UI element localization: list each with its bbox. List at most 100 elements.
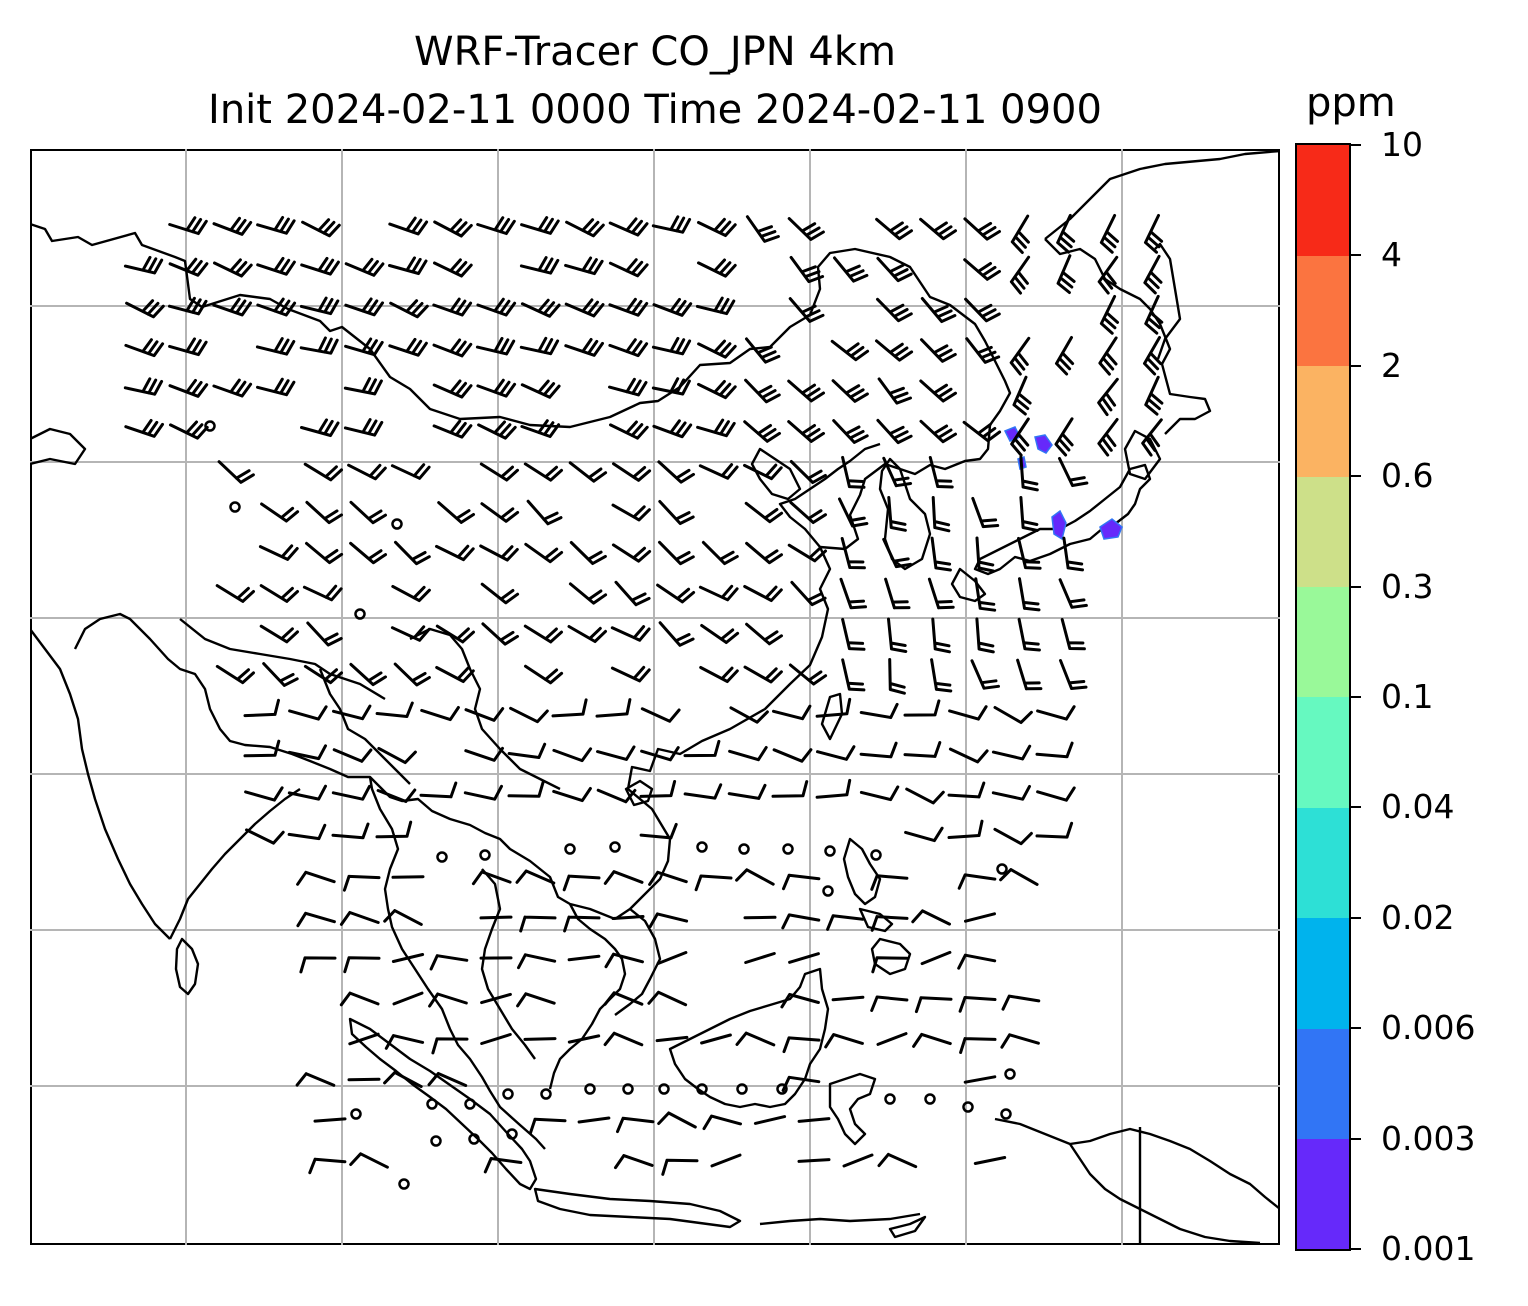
wind-barb bbox=[477, 420, 517, 440]
wind-barb bbox=[958, 996, 997, 1013]
wind-barb bbox=[124, 419, 164, 438]
wind-barb bbox=[125, 299, 165, 319]
wind-barb bbox=[217, 460, 255, 484]
plot-title-line2: Init 2024-02-11 0000 Time 2024-02-11 090… bbox=[208, 87, 1102, 133]
wind-barb bbox=[745, 215, 780, 243]
wind-barb bbox=[479, 544, 519, 562]
coastline-kamchatka-hint bbox=[1154, 242, 1182, 360]
wind-barb bbox=[695, 296, 736, 316]
graticule-gridlines bbox=[30, 149, 1280, 1245]
wind-barb bbox=[657, 460, 695, 484]
wind-barb bbox=[870, 915, 909, 932]
wind-barb bbox=[344, 257, 385, 277]
wind-barb bbox=[651, 377, 691, 396]
wind-barbs bbox=[123, 213, 1164, 1176]
wind-barb bbox=[348, 1032, 380, 1046]
wind-barb bbox=[551, 698, 588, 718]
wind-barb bbox=[1099, 295, 1119, 335]
colorbar-tick-label: 10 bbox=[1381, 125, 1423, 164]
wind-barb bbox=[516, 992, 556, 1008]
wind-barb bbox=[744, 378, 781, 404]
wind-barb bbox=[480, 992, 512, 1005]
wind-barb bbox=[306, 621, 343, 647]
wind-barb bbox=[288, 705, 328, 721]
wind-barb bbox=[1098, 336, 1118, 376]
wind-barb bbox=[394, 540, 431, 566]
wind-barb bbox=[433, 258, 473, 278]
wind-barb bbox=[168, 296, 208, 316]
wind-barb bbox=[262, 662, 299, 687]
wind-barb bbox=[564, 256, 604, 276]
wind-barb bbox=[787, 420, 825, 443]
coastline-lesser-sunda bbox=[759, 1212, 921, 1226]
wind-barb bbox=[616, 1116, 655, 1134]
colorbar-tick bbox=[1351, 1248, 1361, 1250]
coastline-sulawesi bbox=[828, 1072, 877, 1146]
wind-barb bbox=[927, 577, 955, 610]
wind-barb bbox=[970, 659, 1000, 690]
wind-barb bbox=[905, 787, 945, 805]
wind-barb bbox=[507, 742, 547, 759]
wind-barb bbox=[608, 217, 649, 237]
wind-barb bbox=[435, 544, 475, 562]
wind-barb bbox=[647, 990, 688, 1007]
wind-barb bbox=[419, 781, 458, 799]
wind-barb bbox=[562, 874, 601, 892]
wind-barb bbox=[383, 909, 423, 926]
wind-barb bbox=[697, 217, 737, 237]
wind-barb bbox=[787, 217, 825, 241]
wind-barb bbox=[882, 456, 913, 488]
coastline-yellow-sea bbox=[778, 442, 881, 548]
wind-barb bbox=[384, 1034, 425, 1050]
wind-barb bbox=[302, 584, 343, 602]
wind-barb bbox=[882, 537, 913, 569]
wind-barb bbox=[610, 665, 651, 683]
colorbar-segment bbox=[1297, 586, 1349, 698]
wind-barb bbox=[296, 911, 336, 928]
wind-barb bbox=[841, 455, 866, 489]
wind-barb bbox=[244, 786, 284, 802]
wind-barb bbox=[1059, 659, 1088, 690]
wind-barb bbox=[1143, 254, 1163, 295]
wind-barb bbox=[787, 379, 825, 403]
wind-barb bbox=[870, 995, 909, 1012]
wind-barb bbox=[215, 584, 255, 603]
wind-barb bbox=[1012, 375, 1032, 416]
wind-barb bbox=[377, 746, 417, 765]
wind-barb bbox=[698, 463, 739, 480]
colorbar-segment bbox=[1297, 255, 1349, 367]
wind-barb bbox=[603, 1031, 644, 1047]
wind-barb bbox=[914, 996, 953, 1014]
wind-barb bbox=[781, 913, 821, 930]
wind-barb bbox=[609, 420, 649, 440]
wind-barb bbox=[698, 584, 739, 602]
wind-barb bbox=[904, 826, 944, 843]
wind-barb bbox=[1017, 536, 1042, 570]
wind-barb bbox=[1017, 617, 1041, 652]
wind-barb bbox=[838, 497, 869, 528]
colorbar-segment bbox=[1297, 697, 1349, 808]
wind-barb bbox=[1143, 336, 1163, 376]
tracer-co-contours bbox=[1003, 426, 1123, 541]
wind-barb bbox=[930, 658, 953, 693]
calm-wind-marker bbox=[479, 849, 491, 861]
calm-wind-marker bbox=[354, 608, 366, 620]
coastline-hokkaido bbox=[1123, 429, 1162, 481]
calm-wind-marker bbox=[696, 1083, 708, 1095]
wind-barb bbox=[919, 217, 957, 241]
wind-barb bbox=[782, 1036, 821, 1054]
wind-barb bbox=[743, 665, 783, 684]
wind-barb bbox=[349, 541, 387, 565]
calm-wind-marker bbox=[350, 1108, 362, 1120]
wind-barb bbox=[168, 337, 208, 357]
wind-barb bbox=[577, 1116, 611, 1124]
wind-barb bbox=[611, 543, 652, 563]
wind-barb bbox=[876, 256, 913, 283]
colorbar-tick-label: 0.3 bbox=[1381, 566, 1434, 606]
wind-barb bbox=[388, 216, 429, 236]
wind-barb bbox=[790, 580, 827, 607]
wind-barb bbox=[1018, 577, 1041, 612]
wind-barb bbox=[258, 544, 299, 561]
wind-barb bbox=[212, 216, 253, 236]
calm-wind-marker bbox=[924, 1093, 936, 1105]
